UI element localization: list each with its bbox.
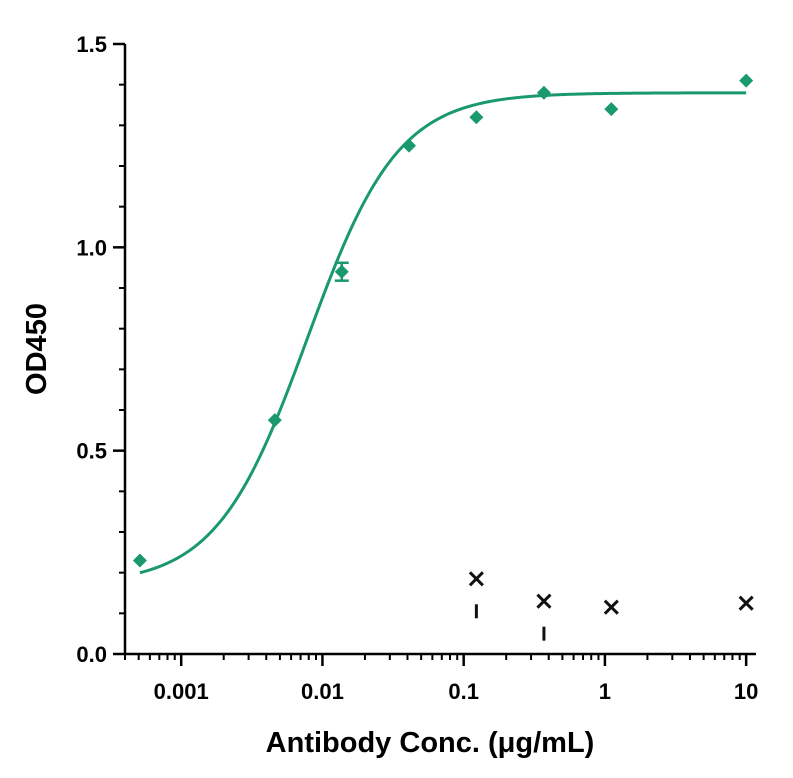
fit-curve (139, 91, 747, 575)
data-point-cross (468, 571, 484, 587)
x-tick-label: 0.1 (448, 679, 479, 704)
axes: 0.0 0.5 1.0 1.5 0.001 0.01 0.1 1 10 (76, 32, 758, 704)
data-marks (132, 73, 754, 641)
y-tick-label: 0.0 (76, 642, 107, 667)
data-point-diamond (739, 73, 754, 88)
data-point-diamond (132, 553, 147, 568)
data-point-diamond (267, 413, 282, 428)
x-tick-label: 1 (599, 679, 611, 704)
data-point-cross (536, 593, 552, 609)
fit-curve-layer (139, 91, 747, 575)
data-point-cross (603, 599, 619, 615)
y-tick-label: 1.5 (76, 32, 107, 57)
data-point-diamond (536, 85, 551, 100)
y-axis-title: OD450 (21, 303, 53, 395)
y-tick-label: 1.0 (76, 235, 107, 260)
data-point-diamond (469, 110, 484, 125)
x-tick-label: 10 (734, 679, 758, 704)
data-point-diamond (334, 264, 349, 279)
x-axis-title: Antibody Conc. (μg/mL) (266, 727, 595, 759)
y-tick-label: 0.5 (76, 439, 107, 464)
data-point-diamond (604, 102, 619, 117)
data-point-diamond (401, 138, 416, 153)
x-tick-label: 0.01 (301, 679, 344, 704)
x-tick-label: 0.001 (154, 679, 209, 704)
data-point-cross (738, 595, 754, 611)
